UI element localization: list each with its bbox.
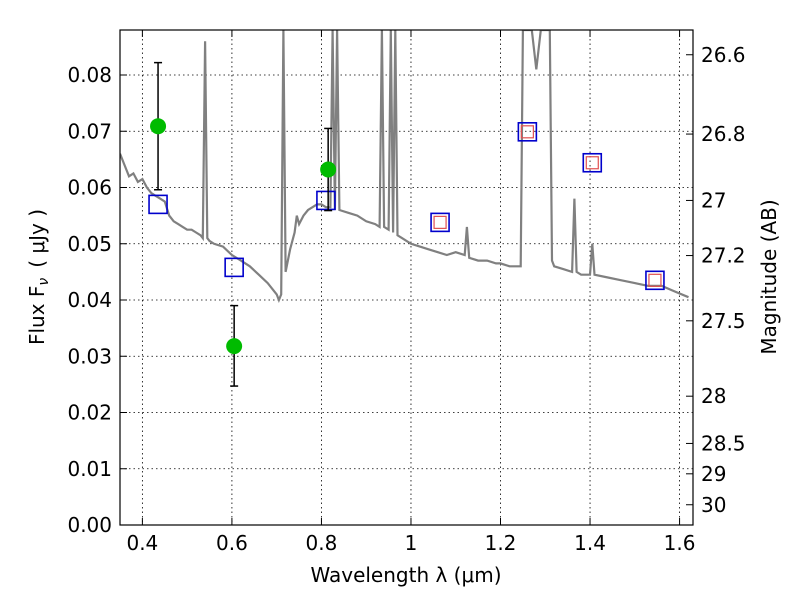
y-tick-label: 0.00 [67,513,112,537]
x-tick-label: 0.4 [126,531,158,555]
right-tick-label: 29 [701,462,726,486]
axes-layer: 0.4 0.6 0.8 1 1.2 1.4 1.6 0.00 0.01 0.02 0.03 0.04 0… [67,30,746,555]
observed-photometry-point [226,338,243,355]
x-tick-label: 1.2 [485,531,517,555]
right-tick-label: 26.6 [701,43,746,67]
grid-layer [120,30,693,525]
y-tick-label: 0.05 [67,232,112,256]
x-tick-label: 0.6 [216,531,248,555]
inner-photometry-square [433,215,447,229]
observed-photometry-point [320,161,337,178]
model-photometry-square [517,122,538,142]
inner-photometry-square [585,156,599,170]
right-tick-label: 27 [701,188,726,212]
model-photometry-square [316,190,336,211]
right-tick-label: 27.5 [701,309,746,333]
model-photometry-square [430,212,450,233]
observed-photometry-point [150,118,167,135]
x-tick-label: 0.8 [306,531,338,555]
plot-frame [119,29,694,526]
spectrum-layer [120,30,689,303]
right-tick-label: 28 [701,384,726,408]
y-axis-left-title-sub: ν [36,278,52,286]
model-photometry-square [148,194,168,215]
x-tick-label: 1.6 [664,531,696,555]
right-tick-label: 30 [701,493,726,517]
y-tick-label: 0.04 [67,288,112,312]
right-tick-label: 26.8 [701,122,746,146]
y-axis-right-title: Magnitude (AB) [757,199,781,354]
y-tick-label: 0.01 [67,457,112,481]
y-axis-left-title-main: Flux F [25,286,49,345]
model-photometry-square [582,152,603,173]
y-axis-left-title: Flux Fν ( μJy ) [25,209,52,345]
y-axis-left-title-unit: ( μJy ) [25,209,49,268]
y-tick-label: 0.06 [67,176,112,200]
y-tick-label: 0.08 [67,63,112,87]
x-axis-title: Wavelength λ (μm) [310,563,501,587]
model-photometry-square [645,270,665,291]
y-tick-label: 0.03 [67,344,112,368]
x-tick-label: 1 [405,531,418,555]
model-photometry-square [224,257,244,278]
y-tick-label: 0.02 [67,401,112,425]
right-tick-label: 27.2 [701,244,746,268]
inner-photometry-square [648,273,662,287]
markers-layer [148,61,665,387]
x-tick-label: 1.4 [574,531,606,555]
right-tick-label: 28.5 [701,431,746,455]
y-tick-label: 0.07 [67,119,112,143]
inner-photometry-square [520,125,534,139]
model-spectrum-line [120,30,689,303]
